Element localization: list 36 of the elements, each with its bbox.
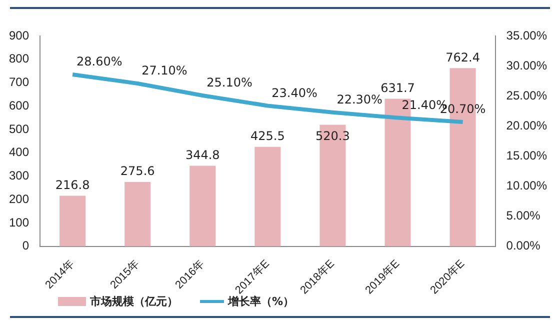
data-label: 631.7 <box>380 80 415 95</box>
y-tick-label: 400 <box>8 145 30 160</box>
y-tick-label: 200 <box>8 192 30 206</box>
y2-tick-label: 5.00% <box>506 208 541 223</box>
data-label: 28.60% <box>76 54 122 69</box>
y2-tick-label: 20.00% <box>506 118 548 132</box>
bar <box>60 196 86 246</box>
y2-tick-label: 35.00% <box>506 28 548 42</box>
y2-tick-label: 10.00% <box>506 178 548 193</box>
y-tick-label: 600 <box>8 98 30 112</box>
y-tick-label: 300 <box>8 168 30 183</box>
legend-label: 增长率（%） <box>228 294 294 309</box>
legend-label: 市场规模（亿元） <box>90 294 178 309</box>
y-tick-label: 100 <box>8 215 30 230</box>
data-label: 275.6 <box>120 164 155 178</box>
y-tick-label: 0 <box>22 238 30 253</box>
y2-tick-label: 30.00% <box>506 58 548 72</box>
y2-tick-label: 0.00% <box>506 238 541 253</box>
y-tick-label: 700 <box>8 75 30 90</box>
y-tick-label: 900 <box>8 28 30 42</box>
data-label: 25.10% <box>206 76 252 90</box>
data-label: 216.8 <box>55 178 90 192</box>
y-tick-label: 800 <box>8 52 30 66</box>
data-label: 27.10% <box>142 64 188 78</box>
y2-tick-label: 25.00% <box>506 88 548 102</box>
data-label: 344.8 <box>185 148 220 162</box>
data-label: 23.40% <box>272 86 318 100</box>
y-tick-label: 500 <box>8 122 30 136</box>
data-label: 762.4 <box>446 50 480 64</box>
bar <box>254 146 281 246</box>
data-label: 425.5 <box>250 129 285 144</box>
y2-tick-label: 15.00% <box>506 148 548 163</box>
data-label: 22.30% <box>336 92 382 106</box>
data-label: 520.3 <box>316 128 350 143</box>
bar <box>190 166 216 246</box>
bar <box>124 182 151 246</box>
